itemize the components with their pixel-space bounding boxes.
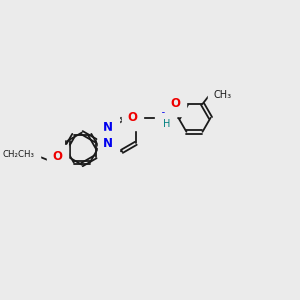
- Text: H: H: [164, 119, 171, 129]
- Text: CH₂CH₃: CH₂CH₃: [3, 150, 35, 159]
- Text: N: N: [103, 137, 113, 150]
- Text: O: O: [171, 97, 181, 110]
- Text: N: N: [103, 121, 113, 134]
- Text: O: O: [53, 150, 63, 163]
- Text: O: O: [128, 111, 138, 124]
- Text: N: N: [161, 111, 171, 124]
- Text: CH₃: CH₃: [213, 90, 231, 100]
